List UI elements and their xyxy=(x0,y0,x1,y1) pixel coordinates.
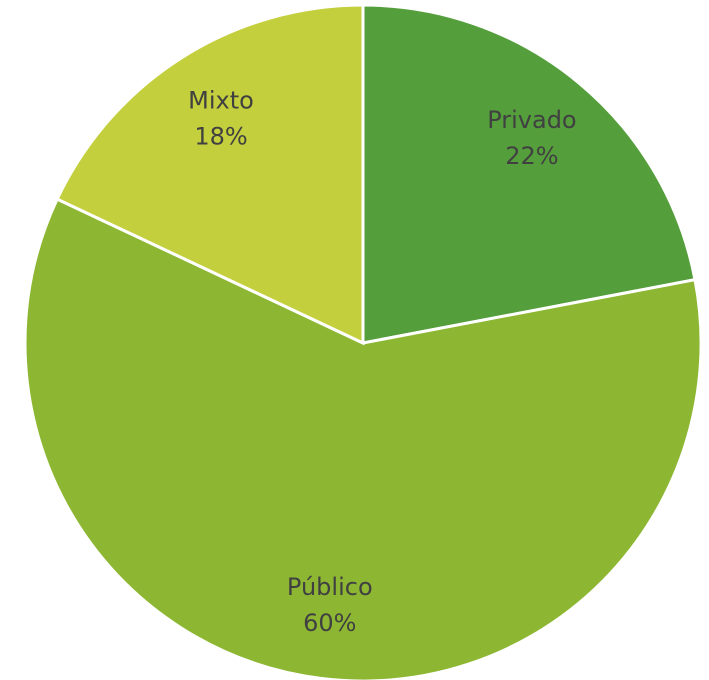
slice-label: Mixto xyxy=(188,86,254,114)
slice-label: Privado xyxy=(487,106,576,134)
slice-label: Público xyxy=(287,573,373,601)
slice-value-label: 18% xyxy=(194,122,247,150)
slice-value-label: 60% xyxy=(303,609,356,637)
pie-slice xyxy=(55,3,365,346)
slice-value-label: 22% xyxy=(505,142,558,170)
pie-slice xyxy=(361,3,697,345)
pie-slice xyxy=(23,197,703,680)
